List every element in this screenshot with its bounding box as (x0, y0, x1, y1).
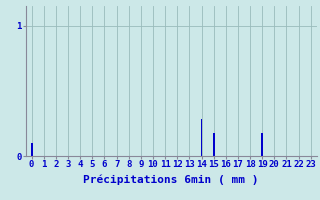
Bar (213, 133, 215, 156)
X-axis label: Précipitations 6min ( mm ): Précipitations 6min ( mm ) (84, 175, 259, 185)
Bar (31, 143, 33, 156)
Bar (261, 133, 263, 156)
Bar (201, 119, 203, 156)
